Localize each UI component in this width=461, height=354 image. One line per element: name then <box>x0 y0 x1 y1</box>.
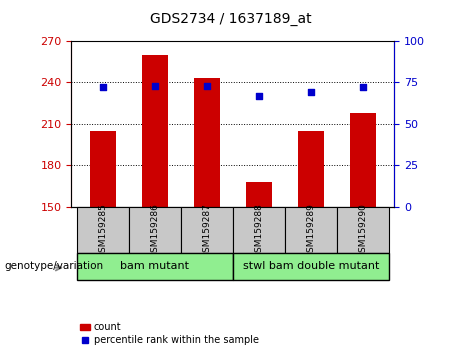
Point <box>255 93 262 98</box>
Bar <box>181 207 233 253</box>
Point <box>99 85 106 90</box>
Point <box>359 85 366 90</box>
Text: GDS2734 / 1637189_at: GDS2734 / 1637189_at <box>150 12 311 27</box>
Bar <box>129 207 181 253</box>
Bar <box>142 55 168 207</box>
Bar <box>194 78 220 207</box>
Point <box>203 83 211 88</box>
Text: GSM159287: GSM159287 <box>202 202 211 258</box>
Legend: count, percentile rank within the sample: count, percentile rank within the sample <box>77 319 263 349</box>
Bar <box>77 253 233 280</box>
Text: GSM159286: GSM159286 <box>150 202 159 258</box>
Text: GSM159290: GSM159290 <box>358 202 367 258</box>
Text: GSM159285: GSM159285 <box>98 202 107 258</box>
Point <box>151 83 159 88</box>
Bar <box>90 131 116 207</box>
Bar <box>298 131 324 207</box>
Bar <box>337 207 389 253</box>
Bar <box>233 207 285 253</box>
Bar <box>77 207 129 253</box>
Point <box>307 90 314 95</box>
Text: genotype/variation: genotype/variation <box>5 261 104 272</box>
Bar <box>285 207 337 253</box>
Text: GSM159288: GSM159288 <box>254 202 263 258</box>
Bar <box>350 113 376 207</box>
Text: GSM159289: GSM159289 <box>307 202 315 258</box>
Text: bam mutant: bam mutant <box>120 261 189 272</box>
Bar <box>246 182 272 207</box>
Bar <box>233 253 389 280</box>
Text: stwl bam double mutant: stwl bam double mutant <box>242 261 379 272</box>
